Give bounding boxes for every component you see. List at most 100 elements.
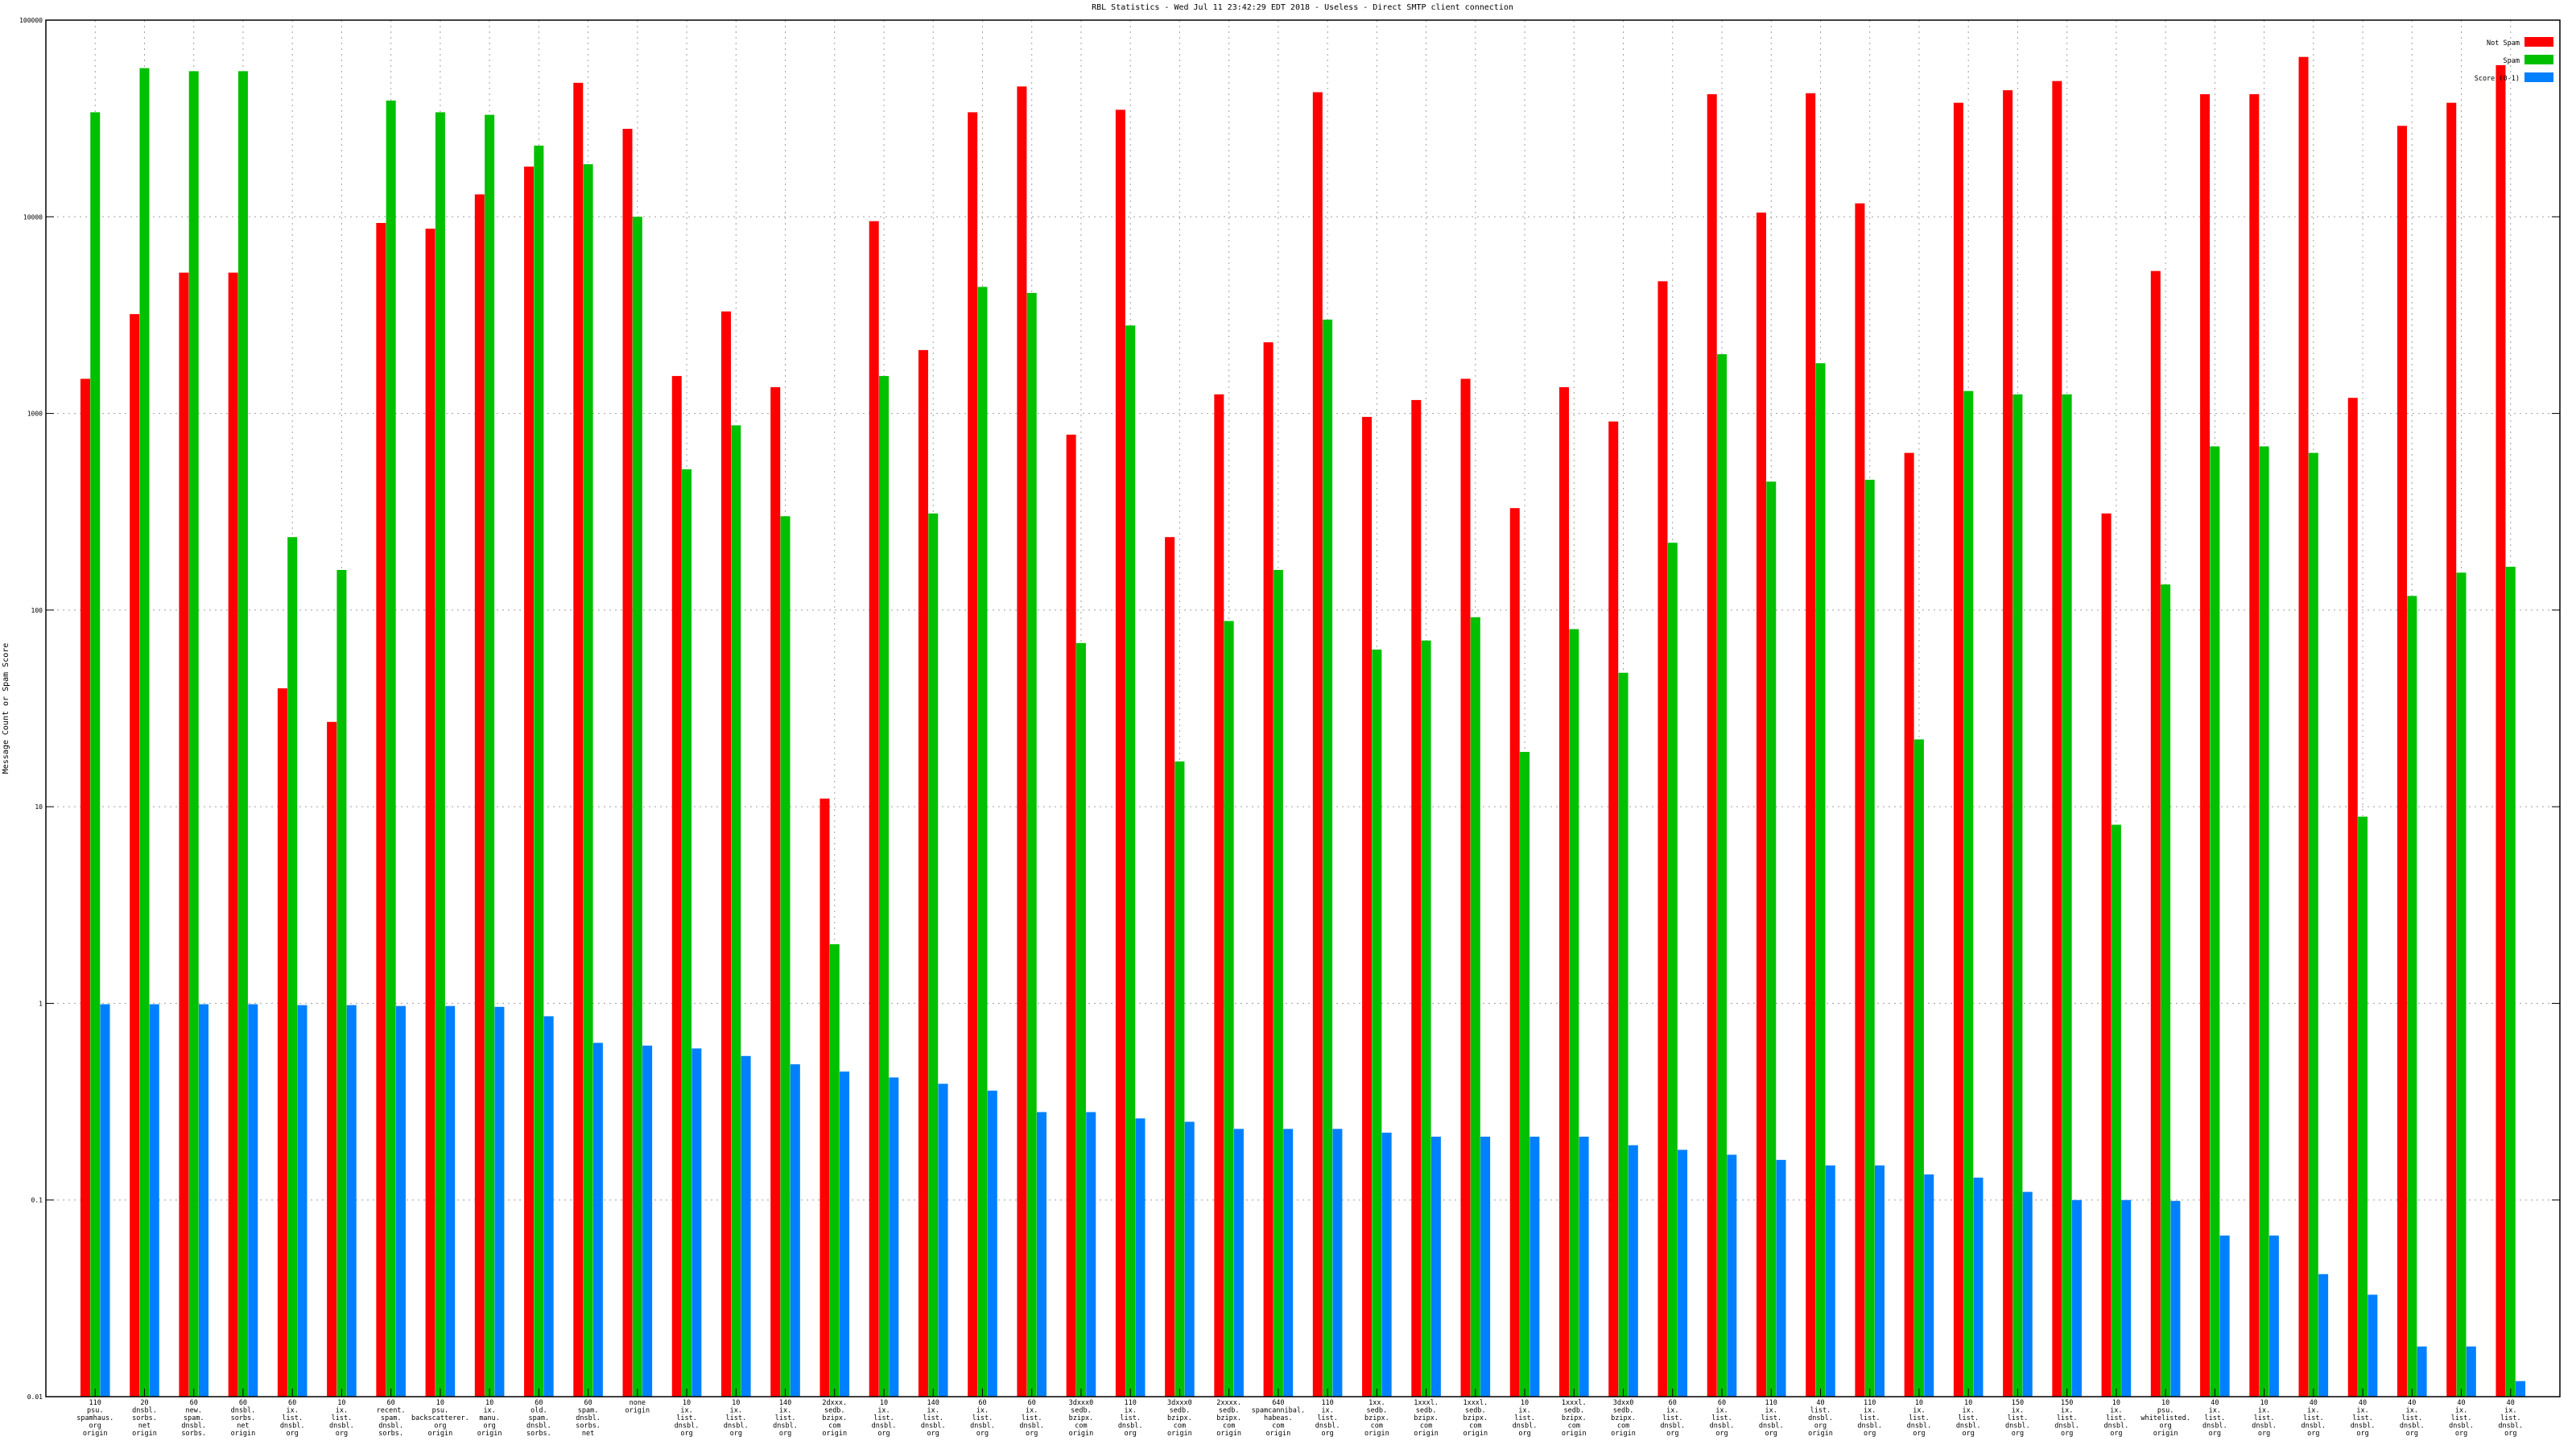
bar (1707, 94, 1717, 1397)
bar (1214, 394, 1224, 1397)
bar (1756, 213, 1766, 1397)
bar (2150, 270, 2161, 1397)
bar (622, 129, 633, 1397)
y-tick-label: 100 (31, 607, 43, 614)
bar (1184, 1121, 1195, 1397)
x-tick-label: 40 ix. list. dnsbl. org (2400, 1399, 2425, 1438)
x-tick-label: 40 list. dnsbl. org origin (1808, 1399, 1833, 1438)
x-tick-label: 10 ix. list. dnsbl. org (2252, 1399, 2277, 1438)
bar (2347, 398, 2358, 1397)
x-tick-label: 140 ix. list. dnsbl. org (773, 1399, 798, 1438)
bar (139, 68, 150, 1397)
bar (1608, 421, 1619, 1397)
x-tick-label: 60 ix. list. dnsbl. org (1019, 1399, 1044, 1438)
bar (2071, 1199, 2082, 1397)
bar (1825, 1165, 1835, 1397)
legend-swatch (2524, 37, 2553, 47)
x-tick-label: 10 psu. backscatterer. org origin (411, 1399, 469, 1438)
bar (573, 82, 584, 1397)
bar (1075, 642, 1086, 1397)
bar (1815, 363, 1826, 1397)
bar (1115, 109, 1125, 1397)
bar (2516, 1381, 2526, 1397)
x-tick-label: 3dxxx0 sedb. bzipx. com origin (1069, 1399, 1094, 1438)
x-tick-label: 110 ix. list. dnsbl. org (1118, 1399, 1143, 1438)
bar (2249, 94, 2260, 1397)
bar (1470, 617, 1480, 1397)
bar (642, 1045, 653, 1397)
bar (228, 272, 238, 1397)
bar (2210, 446, 2220, 1397)
y-tick-label: 0.1 (31, 1197, 43, 1204)
bar (1864, 479, 1875, 1397)
bar (869, 221, 879, 1397)
bar (928, 513, 939, 1397)
bar (2466, 1346, 2476, 1397)
bar (2456, 572, 2467, 1397)
bar (524, 166, 535, 1397)
bar (2417, 1346, 2427, 1397)
x-tick-label: 10 ix. list. dnsbl. org (2104, 1399, 2129, 1438)
x-tick-label: 1xx. sedb. bzipx. com origin (1364, 1399, 1389, 1438)
legend-swatch (2524, 72, 2553, 82)
x-tick-label: 60 ix. list. dnsbl. org (280, 1399, 305, 1438)
bar (1421, 640, 1431, 1397)
x-tick-label: 40 ix. list. dnsbl. org (2351, 1399, 2376, 1438)
bar (1618, 672, 1629, 1397)
bar (1963, 390, 1974, 1397)
bar (1904, 452, 1914, 1397)
bar (1678, 1150, 1688, 1397)
bar (2298, 56, 2309, 1397)
bar (2062, 394, 2072, 1397)
bar (1312, 92, 1323, 1397)
bar (445, 1005, 456, 1397)
bar (1135, 1118, 1146, 1397)
x-tick-label: 40 ix. list. dnsbl. org (2498, 1399, 2523, 1438)
x-tick-label: 10 ix. list. dnsbl. org (872, 1399, 897, 1438)
y-tick-label: 100000 (19, 17, 43, 24)
x-tick-label: 3dxx0 sedb. bzipx. com origin (1611, 1399, 1636, 1438)
bar (2121, 1199, 2132, 1397)
bar (889, 1077, 899, 1397)
bar (1717, 354, 1727, 1397)
x-tick-label: 2xxxx. sedb. bzipx. com origin (1216, 1399, 1241, 1438)
x-tick-label: 1xxxl. sedb. bzipx. com origin (1414, 1399, 1439, 1438)
bar (1558, 386, 1569, 1397)
bar (790, 1064, 800, 1397)
bar (987, 1090, 997, 1397)
bar (2022, 1191, 2033, 1397)
bar (237, 71, 248, 1397)
legend-label: Spam (2504, 57, 2520, 65)
x-tick-label: 40 ix. list. dnsbl. org (2449, 1399, 2474, 1438)
bar (2259, 446, 2269, 1397)
bar (80, 378, 90, 1397)
x-tick-label: 640 spamcannibal. habeas. com origin (1252, 1399, 1306, 1438)
bar (2003, 90, 2013, 1397)
bar (1430, 1137, 1441, 1397)
x-tick-label: 110 psu. spamhaus. org origin (76, 1399, 114, 1438)
bar (632, 217, 642, 1397)
bar (1372, 649, 1382, 1397)
x-tick-label: 10 ix. list. dnsbl. org (329, 1399, 354, 1438)
bar (2368, 1294, 2378, 1397)
bar (1086, 1112, 1096, 1397)
bar (1066, 434, 1076, 1397)
bar (1855, 203, 1865, 1397)
bar (287, 537, 298, 1397)
bar (1766, 481, 1777, 1397)
bar (1727, 1154, 1737, 1397)
bar (770, 386, 781, 1397)
bar (1569, 629, 1579, 1397)
bar (2101, 513, 2112, 1397)
x-tick-label: 10 ix. list. dnsbl. org (724, 1399, 749, 1438)
bar (1263, 342, 1274, 1397)
bar (1460, 378, 1471, 1397)
bar (2496, 64, 2506, 1397)
x-tick-label: 110 ix. list. dnsbl. org (1315, 1399, 1340, 1438)
y-tick-label: 10 (35, 803, 43, 811)
bar (1973, 1177, 1984, 1397)
bar (1667, 543, 1678, 1397)
x-tick-label: 10 ix. list. dnsbl. org (1907, 1399, 1932, 1438)
bar (1480, 1137, 1491, 1397)
bar (1174, 761, 1185, 1397)
